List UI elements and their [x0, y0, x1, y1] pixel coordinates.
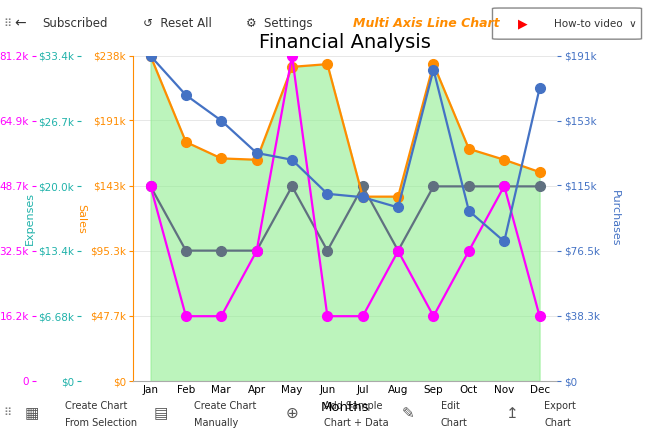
Text: Edit: Edit — [441, 401, 459, 411]
Text: Chart: Chart — [544, 418, 571, 428]
FancyBboxPatch shape — [492, 8, 642, 39]
Y-axis label: Sales: Sales — [76, 204, 86, 233]
Text: Subscribed: Subscribed — [42, 17, 108, 30]
Text: Create Chart: Create Chart — [65, 401, 127, 411]
Text: ⊕: ⊕ — [285, 406, 298, 421]
Text: Manually: Manually — [194, 418, 238, 428]
Text: Multi Axis Line Chart: Multi Axis Line Chart — [353, 17, 500, 30]
Text: ▦: ▦ — [25, 406, 39, 421]
Text: ✎: ✎ — [402, 406, 415, 421]
Text: ⚙  Settings: ⚙ Settings — [246, 17, 313, 30]
Text: Add Sample: Add Sample — [324, 401, 382, 411]
Text: ←: ← — [14, 17, 26, 31]
Y-axis label: Expenses: Expenses — [25, 192, 35, 245]
Text: ▤: ▤ — [154, 406, 168, 421]
Text: ▶: ▶ — [518, 17, 528, 30]
Text: ↺  Reset All: ↺ Reset All — [143, 17, 211, 30]
Text: Chart: Chart — [441, 418, 467, 428]
Text: ⠿: ⠿ — [3, 19, 12, 28]
X-axis label: Months: Months — [321, 401, 369, 414]
Text: Chart + Data: Chart + Data — [324, 418, 389, 428]
Text: ↥: ↥ — [505, 406, 518, 421]
Text: From Selection: From Selection — [65, 418, 137, 428]
Text: How-to video  ∨: How-to video ∨ — [554, 19, 637, 28]
Title: Financial Analysis: Financial Analysis — [259, 33, 431, 52]
Text: Create Chart: Create Chart — [194, 401, 257, 411]
Y-axis label: Purchases: Purchases — [610, 190, 619, 247]
Text: ⠿: ⠿ — [3, 409, 12, 418]
Text: Export: Export — [544, 401, 576, 411]
